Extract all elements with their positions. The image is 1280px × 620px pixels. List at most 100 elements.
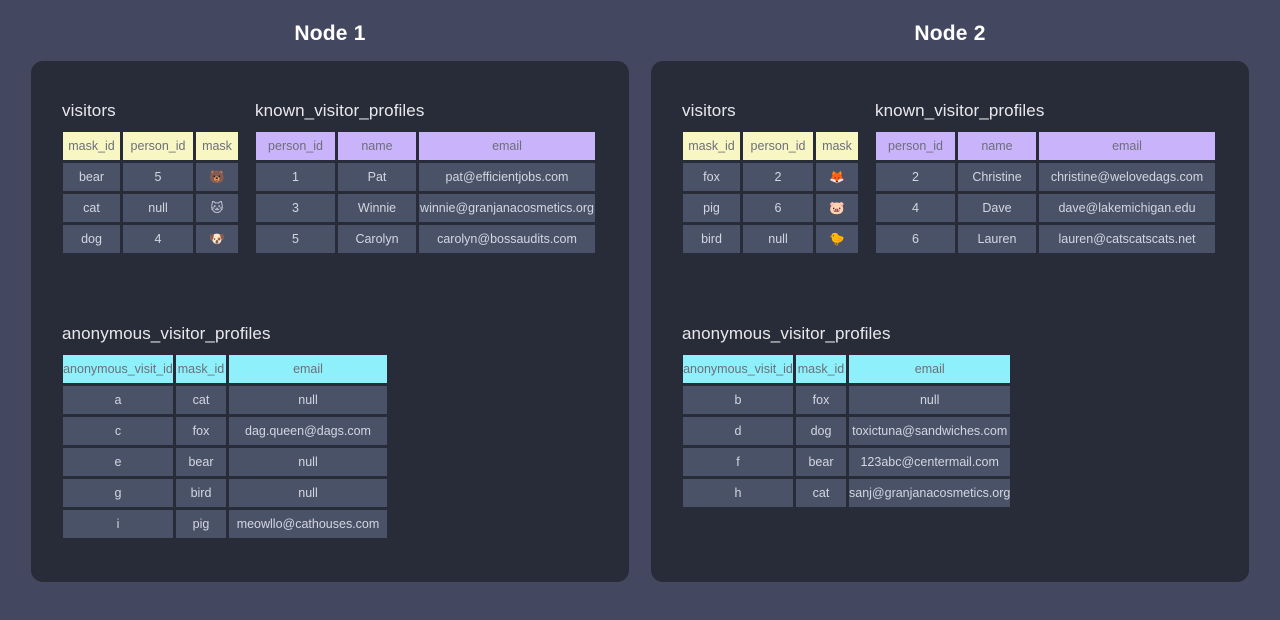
baby-chick-emoji: 🐤 — [816, 225, 858, 253]
cell-person-id: 3 — [256, 194, 335, 222]
cell-email: lauren@catscatscats.net — [1039, 225, 1215, 253]
cell-mask-id: cat — [176, 386, 226, 414]
node-1-known-visitor-profiles-table: person_id name email 1 Pat pat@efficient… — [253, 129, 598, 256]
table-row: d dog toxictuna@sandwiches.com — [683, 417, 1011, 445]
cell-email: null — [849, 386, 1011, 414]
cell-person-id: 6 — [876, 225, 955, 253]
cell-person-id: 4 — [123, 225, 193, 253]
table-title: visitors — [62, 101, 116, 120]
table-row: c fox dag.queen@dags.com — [63, 417, 387, 445]
table-header-row: mask_id person_id mask — [63, 132, 238, 160]
cell-email: winnie@granjanacosmetics.org — [419, 194, 595, 222]
cell-person-id: 6 — [743, 194, 813, 222]
node-1-panel: visitors mask_id person_id mask bear 5 🐻 — [31, 61, 629, 582]
cell-person-id: 4 — [876, 194, 955, 222]
column-header-email: email — [849, 355, 1011, 383]
cell-email: null — [229, 479, 387, 507]
table-row: a cat null — [63, 386, 387, 414]
cell-anonymous-visit-id: i — [63, 510, 173, 538]
cell-mask-id: dog — [796, 417, 846, 445]
table-row: pig 6 🐷 — [683, 194, 858, 222]
dog-face-emoji: 🐶 — [196, 225, 238, 253]
cell-mask-id: bird — [683, 225, 740, 253]
fox-face-emoji: 🦊 — [816, 163, 858, 191]
cell-mask-id: cat — [796, 479, 846, 507]
table-row: cat null 🐱 — [63, 194, 238, 222]
node-1-title: Node 1 — [294, 22, 366, 45]
column-header-anonymous-visit-id: anonymous_visit_id — [683, 355, 793, 383]
cell-anonymous-visit-id: h — [683, 479, 793, 507]
node-1-visitors-block: visitors mask_id person_id mask bear 5 🐻 — [60, 101, 241, 256]
cell-name: Carolyn — [338, 225, 416, 253]
bear-face-emoji: 🐻 — [196, 163, 238, 191]
table-row: bird null 🐤 — [683, 225, 858, 253]
cell-person-id: 2 — [743, 163, 813, 191]
cell-person-id: 5 — [256, 225, 335, 253]
node-2-title: Node 2 — [914, 22, 986, 45]
cell-mask-id: fox — [176, 417, 226, 445]
node-1-anonymous-visitor-profiles-table: anonymous_visit_id mask_id email a cat n… — [60, 352, 390, 541]
cell-name: Dave — [958, 194, 1036, 222]
node-2-anonymous-visitor-profiles-table: anonymous_visit_id mask_id email b fox n… — [680, 352, 1013, 510]
cell-anonymous-visit-id: f — [683, 448, 793, 476]
pig-face-emoji: 🐷 — [816, 194, 858, 222]
cell-anonymous-visit-id: e — [63, 448, 173, 476]
column-header-mask-id: mask_id — [63, 132, 120, 160]
cell-mask-id: fox — [683, 163, 740, 191]
cell-email: toxictuna@sandwiches.com — [849, 417, 1011, 445]
cell-person-id: null — [123, 194, 193, 222]
table-row: b fox null — [683, 386, 1011, 414]
table-title: anonymous_visitor_profiles — [62, 324, 271, 343]
cell-email: sanj@granjanacosmetics.org — [849, 479, 1011, 507]
table-header-row: anonymous_visit_id mask_id email — [63, 355, 387, 383]
node-1-visitors-table: mask_id person_id mask bear 5 🐻 cat null — [60, 129, 241, 256]
cell-anonymous-visit-id: b — [683, 386, 793, 414]
cell-mask-id: bear — [796, 448, 846, 476]
table-title: known_visitor_profiles — [255, 101, 425, 120]
cell-anonymous-visit-id: a — [63, 386, 173, 414]
cell-email: pat@efficientjobs.com — [419, 163, 595, 191]
cell-email: 123abc@centermail.com — [849, 448, 1011, 476]
cat-face-emoji: 🐱 — [196, 194, 238, 222]
table-row: h cat sanj@granjanacosmetics.org — [683, 479, 1011, 507]
cell-name: Christine — [958, 163, 1036, 191]
column-header-name: name — [338, 132, 416, 160]
table-header-row: person_id name email — [256, 132, 595, 160]
node-2-panel: visitors mask_id person_id mask fox 2 🦊 — [651, 61, 1249, 582]
table-row: bear 5 🐻 — [63, 163, 238, 191]
table-header-row: person_id name email — [876, 132, 1215, 160]
column-header-anonymous-visit-id: anonymous_visit_id — [63, 355, 173, 383]
table-title: visitors — [682, 101, 736, 120]
column-header-mask: mask — [196, 132, 238, 160]
node-2-visitors-block: visitors mask_id person_id mask fox 2 🦊 — [680, 101, 861, 256]
cell-mask-id: pig — [683, 194, 740, 222]
node-2-anonymous-visitor-profiles-block: anonymous_visitor_profiles anonymous_vis… — [680, 324, 1013, 510]
node-1-known-visitor-profiles-block: known_visitor_profiles person_id name em… — [253, 101, 598, 256]
cell-email: carolyn@bossaudits.com — [419, 225, 595, 253]
cell-mask-id: bird — [176, 479, 226, 507]
table-row: f bear 123abc@centermail.com — [683, 448, 1011, 476]
cell-anonymous-visit-id: d — [683, 417, 793, 445]
table-row: 2 Christine christine@welovedags.com — [876, 163, 1215, 191]
node-1-anonymous-visitor-profiles-block: anonymous_visitor_profiles anonymous_vis… — [60, 324, 390, 541]
table-row: 6 Lauren lauren@catscatscats.net — [876, 225, 1215, 253]
cell-mask-id: pig — [176, 510, 226, 538]
cell-name: Pat — [338, 163, 416, 191]
table-title: known_visitor_profiles — [875, 101, 1045, 120]
table-row: dog 4 🐶 — [63, 225, 238, 253]
cell-person-id: null — [743, 225, 813, 253]
cell-anonymous-visit-id: g — [63, 479, 173, 507]
cell-email: null — [229, 386, 387, 414]
column-header-email: email — [229, 355, 387, 383]
table-row: i pig meowllo@cathouses.com — [63, 510, 387, 538]
cell-mask-id: dog — [63, 225, 120, 253]
column-header-mask-id: mask_id — [176, 355, 226, 383]
node-2-visitors-table: mask_id person_id mask fox 2 🦊 pig 6 🐷 — [680, 129, 861, 256]
cell-anonymous-visit-id: c — [63, 417, 173, 445]
table-row: g bird null — [63, 479, 387, 507]
table-row: e bear null — [63, 448, 387, 476]
cell-email: christine@welovedags.com — [1039, 163, 1215, 191]
table-row: 4 Dave dave@lakemichigan.edu — [876, 194, 1215, 222]
column-header-person-id: person_id — [123, 132, 193, 160]
